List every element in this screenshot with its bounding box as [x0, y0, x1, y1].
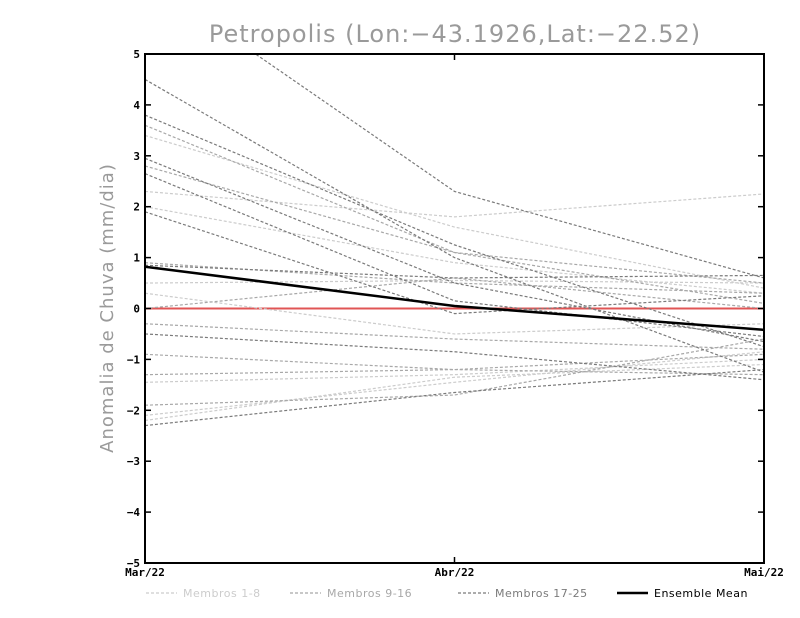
member-series-line: [145, 333, 764, 381]
member-series-line: [254, 54, 764, 279]
member-series-line: [145, 206, 764, 294]
member-series-line: [145, 368, 764, 427]
ensemble-mean-line: [145, 265, 764, 332]
y-tick-label: −4: [127, 506, 141, 519]
member-series-line: [145, 351, 764, 416]
y-axis-label: Anomalia de Chuva (mm/dia): [97, 163, 118, 453]
y-tick-label: 3: [133, 150, 140, 163]
member-series-line: [145, 114, 764, 348]
x-tick-label: Abr/22: [435, 566, 475, 579]
legend-label: Membros 1-8: [183, 587, 261, 600]
y-tick-label: 4: [133, 99, 140, 112]
member-series-line: [145, 358, 764, 383]
legend-label: Ensemble Mean: [654, 587, 748, 600]
member-series-line: [145, 353, 764, 376]
member-series-line: [145, 157, 764, 343]
member-series-line: [145, 78, 764, 373]
member-series-line: [145, 277, 764, 310]
member-series-line: [145, 353, 764, 376]
member-series-line: [145, 363, 764, 422]
member-series-line: [145, 173, 764, 338]
y-tick-label: 0: [133, 303, 140, 316]
chart-title: Petropolis (Lon:−43.1926,Lat:−22.52): [209, 20, 701, 48]
member-series-line: [145, 338, 764, 406]
y-tick-label: −2: [127, 404, 140, 417]
member-series-line: [145, 165, 764, 305]
y-tick-label: −5: [127, 557, 140, 570]
y-tick-label: 5: [133, 48, 140, 61]
member-series-line: [145, 211, 764, 315]
member-series-line: [145, 292, 764, 335]
y-tick-label: −1: [127, 353, 141, 366]
member-series-line: [145, 323, 764, 350]
y-tick-label: −3: [127, 455, 140, 468]
x-tick-label: Mai/22: [744, 566, 784, 579]
member-series-line: [145, 264, 764, 279]
legend-label: Membros 17-25: [495, 587, 588, 600]
member-series-line: [145, 262, 764, 294]
member-series-line: [145, 134, 764, 289]
member-series-line: [145, 124, 764, 284]
y-tick-label: 1: [133, 252, 140, 265]
member-series-line: [145, 190, 764, 218]
y-tick-label: 2: [133, 201, 140, 214]
member-series-line: [145, 279, 764, 284]
x-tick-label: Mar/22: [125, 566, 165, 579]
legend-label: Membros 9-16: [327, 587, 412, 600]
